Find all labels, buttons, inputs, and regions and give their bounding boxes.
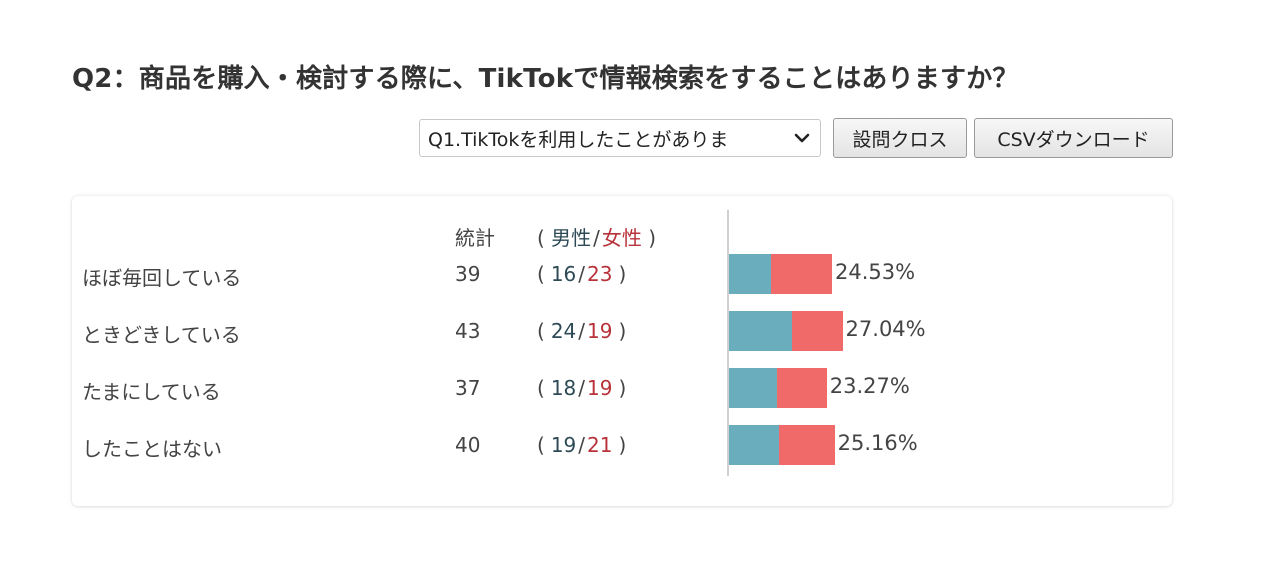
- stacked-bar: 24.53%: [729, 254, 915, 294]
- answer-label: たまにしている: [82, 380, 221, 404]
- header-slash: /: [593, 226, 600, 250]
- paren-close: ): [618, 376, 627, 400]
- csv-download-button[interactable]: CSVダウンロード: [974, 118, 1173, 158]
- percent-label: 25.16%: [837, 431, 918, 455]
- slash: /: [578, 433, 586, 457]
- bar-segment-male: [729, 311, 793, 351]
- answer-total: 39: [455, 262, 481, 286]
- answer-total: 43: [455, 319, 481, 343]
- bar-segment-male: [729, 254, 772, 294]
- paren-close: ): [618, 433, 627, 457]
- bar-segment-female: [776, 368, 827, 408]
- gender-breakdown: (16/23): [537, 262, 626, 286]
- female-count: 23: [587, 262, 613, 286]
- female-count: 21: [587, 433, 613, 457]
- female-count: 19: [587, 319, 613, 343]
- answer-total: 40: [455, 433, 481, 457]
- bar-segment-female: [779, 425, 835, 465]
- header-female: 女性: [601, 226, 642, 250]
- paren-open: (: [537, 433, 545, 457]
- percent-label: 23.27%: [829, 374, 910, 398]
- bar-segment-male: [729, 425, 780, 465]
- paren-close: ): [618, 319, 627, 343]
- header-gender: ( 男性 / 女性 ): [537, 226, 656, 250]
- table-row: したことはない 40 (19/21) 25.16%: [72, 425, 1172, 465]
- table-row: ほぼ毎回している 39 (16/23) 24.53%: [72, 254, 1172, 294]
- question-select-value: Q1.TikTokを利用したことがありま: [428, 128, 729, 151]
- female-count: 19: [587, 376, 613, 400]
- answer-label: したことはない: [82, 437, 222, 461]
- results-card: 統計 ( 男性 / 女性 ) ほぼ毎回している 39(16/23) 24.53% ときどき…: [72, 196, 1172, 506]
- paren-open: (: [537, 262, 545, 286]
- answer-label: ほぼ毎回している: [82, 266, 242, 290]
- table-row: たまにしている 37 (18/19) 23.27%: [72, 368, 1172, 408]
- bar-segment-female: [771, 254, 833, 294]
- question-select[interactable]: Q1.TikTokを利用したことがありま: [419, 119, 821, 157]
- gender-breakdown: (19/21): [537, 433, 626, 457]
- header-paren-open: (: [537, 226, 545, 250]
- gender-breakdown: (24/19): [537, 319, 626, 343]
- answer-label: ときどきしている: [82, 323, 241, 347]
- male-count: 16: [550, 262, 577, 286]
- header-male: 男性: [551, 226, 592, 250]
- header-total: 統計: [455, 226, 495, 250]
- percent-label: 24.53%: [835, 260, 916, 284]
- gender-breakdown: (18/19): [537, 376, 626, 400]
- cross-tab-button[interactable]: 設問クロス: [833, 118, 967, 158]
- slash: /: [578, 319, 586, 343]
- stacked-bar: 23.27%: [729, 368, 910, 408]
- bar-segment-male: [729, 368, 777, 408]
- male-count: 24: [550, 319, 577, 343]
- male-count: 19: [550, 433, 577, 457]
- answer-total: 37: [455, 376, 481, 400]
- chart-axis-line: [727, 210, 729, 476]
- slash: /: [578, 376, 586, 400]
- percent-label: 27.04%: [845, 317, 926, 341]
- male-count: 18: [550, 376, 577, 400]
- paren-close: ): [618, 262, 627, 286]
- chevron-down-icon: [794, 133, 810, 143]
- header-paren-close: ): [648, 226, 657, 250]
- controls-bar: Q1.TikTokを利用したことがありま 設問クロス CSVダウンロード: [419, 118, 1173, 158]
- paren-open: (: [537, 376, 545, 400]
- bar-segment-female: [792, 311, 843, 351]
- table-row: ときどきしている 43 (24/19) 27.04%: [72, 311, 1172, 351]
- stacked-bar: 25.16%: [729, 425, 918, 465]
- paren-open: (: [537, 319, 545, 343]
- slash: /: [578, 262, 586, 286]
- question-title: Q2：商品を購入・検討する際に、TikTokで情報検索をすることはありますか？: [72, 64, 1019, 94]
- stacked-bar: 27.04%: [729, 311, 926, 351]
